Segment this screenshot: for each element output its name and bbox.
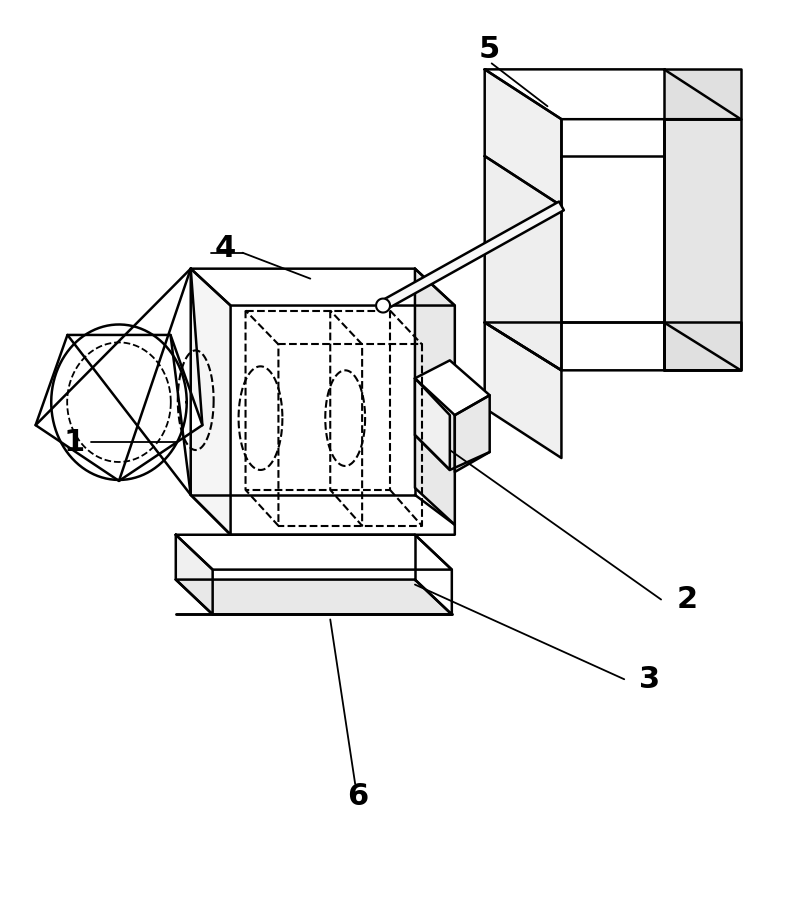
Polygon shape bbox=[485, 156, 562, 371]
Polygon shape bbox=[190, 268, 455, 305]
Polygon shape bbox=[485, 323, 741, 371]
Polygon shape bbox=[190, 268, 230, 535]
Polygon shape bbox=[415, 361, 490, 415]
Text: 4: 4 bbox=[215, 234, 236, 264]
Polygon shape bbox=[562, 156, 664, 323]
Polygon shape bbox=[485, 69, 741, 119]
Polygon shape bbox=[415, 268, 455, 525]
Polygon shape bbox=[485, 323, 562, 458]
Text: 6: 6 bbox=[347, 783, 369, 811]
Polygon shape bbox=[664, 323, 741, 371]
Text: 1: 1 bbox=[63, 428, 85, 456]
Polygon shape bbox=[664, 69, 741, 119]
Polygon shape bbox=[485, 69, 562, 206]
Text: 5: 5 bbox=[479, 35, 500, 64]
Polygon shape bbox=[381, 202, 564, 310]
Polygon shape bbox=[664, 119, 741, 371]
Polygon shape bbox=[176, 535, 213, 614]
Polygon shape bbox=[176, 580, 452, 614]
Polygon shape bbox=[455, 396, 490, 472]
Polygon shape bbox=[176, 535, 452, 570]
Text: 2: 2 bbox=[677, 585, 698, 614]
Polygon shape bbox=[376, 299, 390, 313]
Polygon shape bbox=[415, 378, 450, 470]
Text: 3: 3 bbox=[638, 665, 660, 693]
Polygon shape bbox=[35, 335, 202, 481]
